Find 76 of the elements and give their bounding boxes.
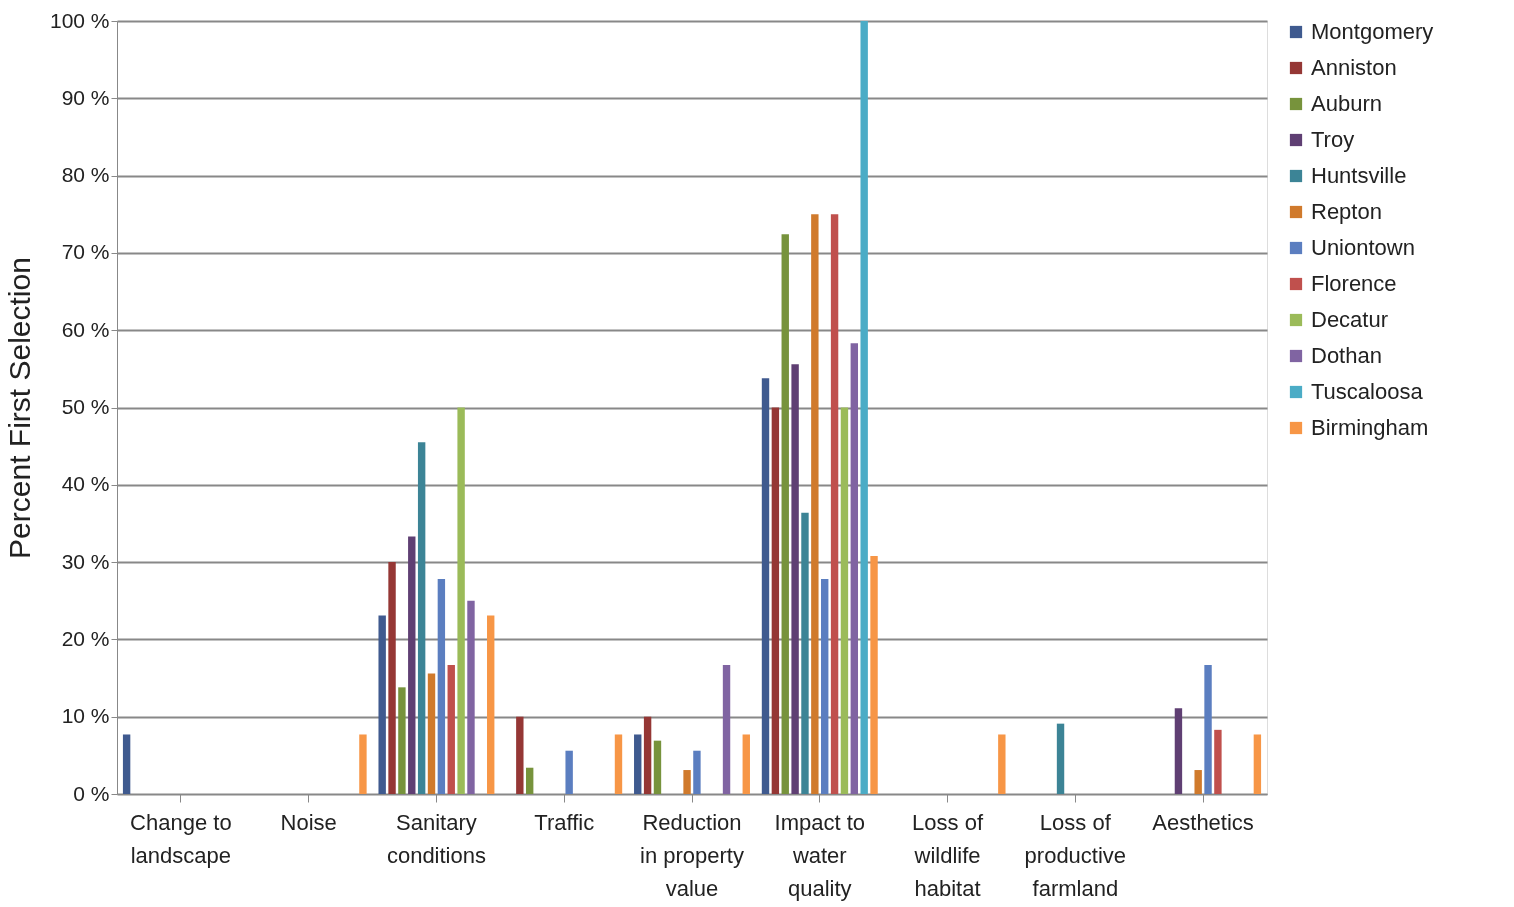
x-tick-label: Reduction in property value (640, 809, 744, 901)
legend-label: Birmingham (1311, 415, 1429, 440)
y-tick-label: 40 % (61, 472, 110, 496)
y-tick-label: 60 % (61, 317, 110, 341)
legend-label: Florence (1311, 271, 1397, 296)
x-tick-label: Change to landscape (130, 809, 232, 868)
bar (437, 579, 446, 794)
bar (1194, 770, 1202, 794)
bar (614, 734, 623, 794)
bar (791, 364, 799, 794)
bar (653, 740, 662, 794)
x-tick-label: Traffic (534, 809, 595, 835)
y-tick-label: 70 % (61, 240, 110, 264)
bar (683, 770, 691, 794)
x-tick-label: Aesthetics (1152, 809, 1254, 835)
x-tick-label: Sanitary conditions (386, 809, 486, 868)
y-tick-label: 0 % (73, 781, 110, 805)
bar (811, 214, 819, 794)
bar (457, 407, 465, 794)
bar (487, 615, 495, 794)
bar (565, 750, 573, 794)
y-axis-title: Percent First Selection (2, 257, 36, 559)
bar (1214, 729, 1222, 794)
bar (998, 734, 1006, 794)
legend-label: Tuscaloosa (1311, 379, 1424, 404)
legend-label: Dothan (1311, 343, 1382, 368)
bar (1204, 664, 1212, 794)
bar (417, 442, 426, 794)
y-tick-label: 100 % (49, 8, 110, 32)
x-tick-label: Loss of wildlife habitat (912, 809, 984, 901)
bar (830, 214, 839, 794)
bar (525, 767, 534, 794)
bar (516, 716, 524, 794)
legend-label: Montgomery (1311, 19, 1434, 44)
y-tick-label: 50 % (61, 395, 110, 418)
bar (398, 687, 406, 794)
legend-label: Troy (1311, 127, 1355, 152)
bar (467, 600, 475, 794)
bar (1174, 708, 1183, 794)
bar (801, 512, 809, 794)
y-tick-label: 90 % (61, 85, 110, 109)
legend-label: Repton (1311, 199, 1382, 224)
bar (742, 734, 750, 794)
bar (1056, 723, 1065, 794)
bar (722, 664, 731, 794)
bar (122, 734, 131, 794)
legend-label: Huntsville (1311, 163, 1407, 188)
y-tick-label: 20 % (61, 626, 110, 650)
bar (860, 21, 868, 794)
bar (388, 562, 396, 794)
bar (840, 407, 849, 794)
legend-label: Anniston (1311, 55, 1397, 80)
bar (427, 673, 436, 794)
x-tick-label: Impact to water quality (774, 809, 866, 901)
bar (447, 664, 455, 794)
bar (634, 734, 642, 794)
bar (1253, 734, 1262, 794)
bar (771, 407, 780, 794)
legend-label: Auburn (1311, 91, 1382, 116)
x-tick-label: Loss of productive farmland (1024, 809, 1127, 901)
legend-label: Decatur (1311, 307, 1389, 332)
bar (643, 716, 652, 794)
bar (761, 378, 770, 794)
legend-label: Uniontown (1311, 235, 1415, 260)
y-tick-label: 30 % (61, 549, 110, 573)
bar (821, 579, 829, 794)
y-tick-label: 80 % (61, 163, 110, 187)
y-tick-label: 10 % (61, 704, 110, 728)
bar (870, 555, 878, 794)
bar (378, 615, 386, 794)
bar (781, 234, 789, 794)
x-tick-label: Noise (280, 809, 337, 835)
bar (408, 536, 416, 794)
bar (359, 734, 367, 794)
bar (693, 750, 701, 794)
bar (850, 343, 859, 794)
